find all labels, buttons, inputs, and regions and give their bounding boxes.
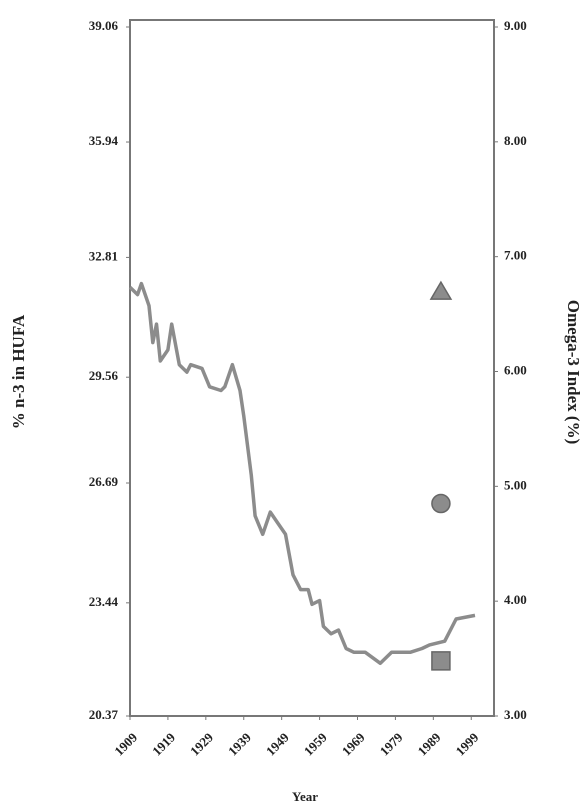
x-tick-label: 1989 — [415, 729, 444, 758]
x-tick-label: 1949 — [263, 729, 292, 758]
y-tick-label: 39.06 — [89, 18, 119, 33]
x-tick-label: 1959 — [301, 729, 330, 758]
x-tick-label: 1929 — [187, 729, 216, 758]
circle-marker — [431, 493, 451, 514]
y-axis-label: % n-3 in HUFA — [9, 314, 28, 429]
x-tick-label: 1979 — [377, 729, 406, 758]
y2-tick-label: 9.00 — [504, 18, 527, 33]
plot-frame — [129, 19, 495, 717]
y-tick-label: 20.37 — [89, 707, 119, 722]
y-tick-label: 23.44 — [89, 594, 119, 609]
y-tick-label: 35.94 — [89, 133, 119, 148]
triangle-marker — [429, 280, 453, 300]
y2-tick-label: 3.00 — [504, 707, 527, 722]
y2-tick-label: 7.00 — [504, 248, 527, 263]
y2-tick-label: 8.00 — [504, 133, 527, 148]
x-tick-label: 1939 — [225, 729, 254, 758]
y-tick-label: 32.81 — [89, 248, 118, 263]
y-tick-label: 29.56 — [89, 368, 119, 383]
x-tick-label: 1969 — [339, 729, 368, 758]
line — [128, 281, 476, 666]
x-tick-label: 1909 — [111, 729, 140, 758]
x-tick-label: 1999 — [452, 729, 481, 758]
x-tick-label: 1919 — [149, 729, 178, 758]
square-marker — [431, 651, 451, 671]
y2-tick-label: 5.00 — [504, 477, 527, 492]
x-axis-label: Year — [292, 789, 318, 804]
y2-axis-label: Omega-3 Index (%) — [564, 300, 583, 444]
y-tick-label: 26.69 — [89, 474, 119, 489]
y2-tick-label: 6.00 — [504, 362, 527, 377]
y2-tick-label: 4.00 — [504, 592, 527, 607]
